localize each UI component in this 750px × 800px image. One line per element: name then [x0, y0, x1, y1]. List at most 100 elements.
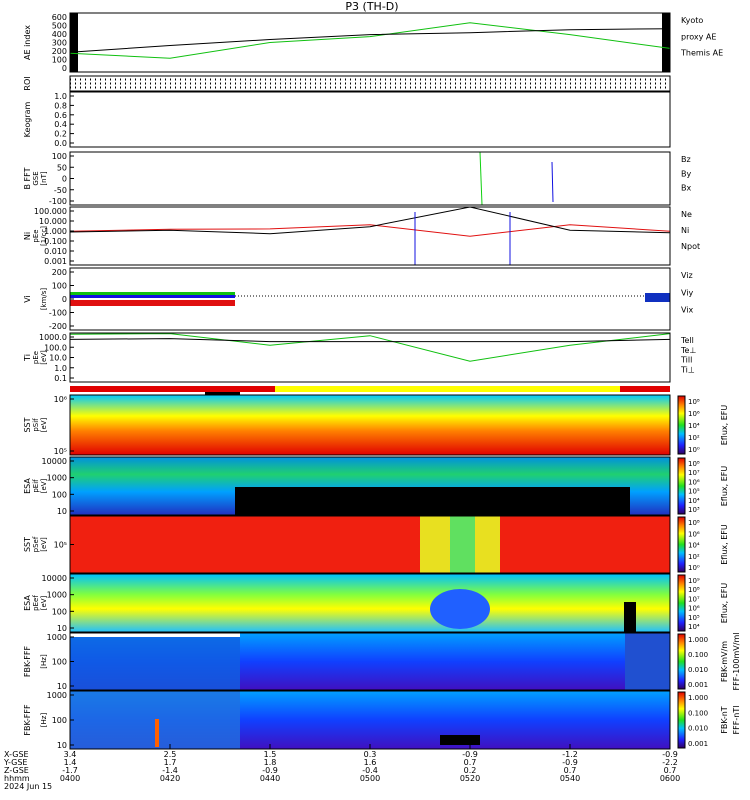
ytick-bfft-1: 50 — [57, 163, 67, 172]
ytick-keogram-1: 0.8 — [54, 101, 67, 110]
cbar-tick-fbk_e-0: 1.000 — [688, 636, 708, 644]
cbar-tick-esa_i-3: 10⁵ — [688, 488, 700, 496]
esa-electron-dropout — [624, 602, 636, 632]
region-bar-red-left — [70, 386, 275, 392]
cbar-label-sst_e: Eflux, EFU — [720, 524, 729, 565]
ae-series-0 — [69, 22, 671, 59]
vix-band-left — [70, 295, 235, 298]
panel-frame-keogram — [69, 91, 671, 148]
ytick-ae-1: 500 — [52, 22, 67, 31]
panel-ylabel2-esa_i: pEif — [32, 479, 40, 493]
ytick-keogram-0: 1.0 — [54, 92, 67, 101]
xaxis-row-label-0: X-GSE — [4, 750, 29, 759]
ytick-velocity-4: -200 — [49, 322, 67, 331]
legend-bfft-0: Bz — [681, 155, 691, 164]
cbar-tick-fbk_e-3: 0.001 — [688, 681, 708, 689]
legend-temp-2: Till — [680, 356, 692, 365]
colorbar-esa_e — [677, 574, 686, 632]
xtick-y-4: 0.7 — [464, 758, 477, 767]
cbar-label-fbk_b: FBK-nT — [720, 706, 729, 733]
panel-ylabel-velocity: Vi — [23, 295, 32, 303]
panel-ylabel-esa_i: ESA — [23, 478, 32, 494]
viy-band-left — [70, 292, 235, 297]
fbk-e-early-interval — [70, 633, 240, 690]
panel-ylabel3-temp: [eV] — [40, 350, 48, 365]
temp-series-1 — [69, 338, 671, 343]
panel-ylabel-keogram: Keogram — [23, 101, 32, 137]
cbar-tick-fbk_b-0: 1.000 — [688, 694, 708, 702]
panel-frame-roi — [69, 75, 671, 92]
colorbar-sst_i — [677, 395, 686, 455]
ytick-temp-1: 100.0 — [44, 343, 67, 352]
temp-series-0 — [69, 333, 671, 362]
panel-ylabel3-velocity: [km/s] — [40, 288, 48, 311]
xtick-t-5: 0540 — [560, 774, 580, 783]
colorbar-esa_i — [677, 457, 686, 515]
viz-band-left — [70, 300, 235, 306]
panel-ylabel-density: Ni — [23, 232, 32, 240]
panel-ylabel-ae: AE index — [23, 25, 32, 60]
xtick-z-6: 0.7 — [664, 766, 677, 775]
xtick-t-6: 0600 — [660, 774, 680, 783]
xaxis-row-label-2: Z-GSE — [4, 766, 29, 775]
panel-ylabel3-esa_e: [eV] — [40, 595, 48, 610]
xtick-t-4: 0520 — [460, 774, 480, 783]
ytick-ae-4: 200 — [52, 47, 67, 56]
panel-frame-esa_i — [69, 456, 671, 516]
panel-frame-sst_i — [69, 394, 671, 456]
xtick-z-3: -0.4 — [362, 766, 378, 775]
ytick-density-4: 0.010 — [44, 247, 67, 256]
ytick-sst_e-0: 10⁵ — [54, 541, 67, 550]
esa-ion-dropout — [235, 487, 630, 515]
cbar-tick-sst_e-3: 10² — [688, 553, 700, 561]
panel-ylabel3-fbk_e: [Hz] — [40, 654, 48, 669]
cbar-tick-fbk_e-2: 0.010 — [688, 666, 708, 674]
panel-ylabel2-bfft: GSE — [32, 171, 40, 185]
ytick-density-5: 0.001 — [44, 257, 67, 266]
fbk-e-gap — [70, 633, 240, 637]
legend-temp-1: Te⊥ — [680, 346, 696, 355]
panel-ylabel2-sst_i: pSif — [32, 418, 40, 432]
legend-temp-3: Ti⊥ — [680, 365, 695, 374]
panel-ylabel2-sst_e: pSef — [32, 536, 40, 552]
bfft-by-burst — [479, 151, 483, 206]
density-series-1 — [69, 206, 671, 235]
ytick-esa_i-2: 100 — [52, 490, 67, 499]
xtick-y-6: -2.2 — [662, 758, 678, 767]
cbar-label2-fbk_e: FFF-100mV/ml — [732, 633, 741, 691]
panel-frame-temp — [69, 332, 671, 383]
ytick-density-2: 1.000 — [44, 227, 67, 236]
cbar-tick-sst_i-0: 10⁸ — [688, 398, 700, 406]
xaxis-row-label-4: 2024 Jun 15 — [4, 782, 52, 791]
xtick-y-1: 1.7 — [164, 758, 177, 767]
colorbar-fbk_b — [677, 691, 686, 749]
legend-velocity-0: Viz — [681, 271, 693, 280]
xtick-y-5: -0.9 — [562, 758, 578, 767]
cbar-tick-fbk_e-1: 0.100 — [688, 651, 708, 659]
ytick-density-1: 10.000 — [39, 217, 67, 226]
cbar-tick-esa_i-0: 10⁸ — [688, 460, 700, 468]
xtick-x-4: -0.9 — [462, 750, 478, 759]
colorbar-fbk_e — [677, 633, 686, 690]
ytick-density-3: 0.100 — [44, 237, 67, 246]
sst-ion-spectrogram — [70, 395, 670, 455]
cbar-tick-sst_e-2: 10⁴ — [688, 542, 700, 550]
bfft-bx-burst — [551, 161, 554, 203]
xtick-x-1: 2.5 — [164, 750, 177, 759]
ytick-ae-6: 0 — [62, 64, 67, 73]
ytick-temp-3: 1.0 — [54, 364, 67, 373]
ytick-esa_e-2: 100 — [52, 607, 67, 616]
cbar-tick-sst_i-1: 10⁶ — [688, 410, 700, 418]
ytick-keogram-5: 0.0 — [54, 139, 67, 148]
panel-ylabel2-esa_e: pEef — [32, 595, 40, 611]
panel-ylabel3-fbk_b: [Hz] — [40, 713, 48, 728]
cbar-tick-sst_e-1: 10⁶ — [688, 530, 700, 538]
fbk-b-dropout — [440, 735, 480, 745]
legend-bfft-1: By — [681, 169, 691, 178]
cbar-tick-sst_e-4: 10⁰ — [688, 564, 700, 572]
ytick-fbk_b-1: 100 — [52, 716, 67, 725]
xtick-y-0: 1.4 — [64, 758, 77, 767]
legend-ae-1: proxy AE — [681, 32, 716, 41]
ytick-esa_e-3: 10 — [57, 624, 67, 633]
